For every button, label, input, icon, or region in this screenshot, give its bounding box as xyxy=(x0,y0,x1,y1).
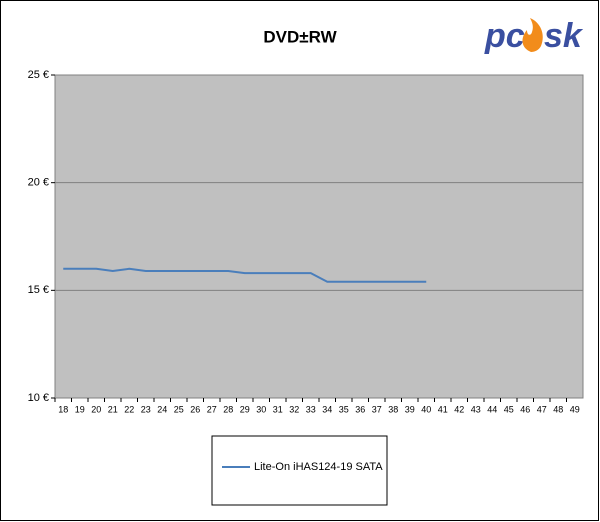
plot-area xyxy=(54,74,584,399)
y-tick-label: 25 € xyxy=(28,69,49,81)
line xyxy=(63,267,427,283)
x-tick-label: 40 xyxy=(421,404,431,414)
x-tick-label: 30 xyxy=(256,404,266,414)
x-tick-label: 21 xyxy=(108,404,118,414)
x-tick-label: 26 xyxy=(190,404,200,414)
legend xyxy=(211,435,388,506)
x-tick-label: 25 xyxy=(174,404,184,414)
x-tick-label: 22 xyxy=(124,404,134,414)
x-tick-label: 43 xyxy=(471,404,481,414)
x-tick-label: 19 xyxy=(75,404,85,414)
x-tick-label: 32 xyxy=(289,404,299,414)
x-tick-label: 27 xyxy=(207,404,217,414)
x-tick-label: 29 xyxy=(240,404,250,414)
x-tick-label: 37 xyxy=(372,404,382,414)
x-tick-label: 46 xyxy=(520,404,530,414)
x-tick-label: 31 xyxy=(273,404,283,414)
chart-title: DVD±RW xyxy=(263,27,337,46)
logo-flame xyxy=(522,18,543,52)
x-tick-label: 49 xyxy=(570,404,580,414)
x-tick-label: 35 xyxy=(339,404,349,414)
x-tick-label: 48 xyxy=(553,404,563,414)
x-tick-label: 42 xyxy=(454,404,464,414)
y-tick-label: 10 € xyxy=(28,392,49,404)
x-tick-label: 47 xyxy=(537,404,547,414)
x-tick-label: 34 xyxy=(322,404,332,414)
y-tick-label: 15 € xyxy=(28,284,49,296)
x-tick-label: 41 xyxy=(438,404,448,414)
logo: pc sk xyxy=(484,17,584,55)
x-tick-label: 39 xyxy=(405,404,415,414)
x-tick-label: 33 xyxy=(306,404,316,414)
x-tick-label: 44 xyxy=(487,404,497,414)
x-tick-label: 28 xyxy=(223,404,233,414)
legend-label: Lite-On iHAS124-19 SATA xyxy=(254,461,383,473)
x-tick-label: 36 xyxy=(355,404,365,414)
x-tick-label: 20 xyxy=(91,404,101,414)
y-tick-label: 20 € xyxy=(28,177,49,189)
logo-text: sk xyxy=(544,17,584,55)
x-tick-label: 24 xyxy=(157,404,167,414)
logo-text: pc xyxy=(484,17,525,55)
x-tick-label: 23 xyxy=(141,404,151,414)
x-tick-label: 38 xyxy=(388,404,398,414)
x-tick-label: 18 xyxy=(58,404,68,414)
x-tick-label: 45 xyxy=(504,404,514,414)
